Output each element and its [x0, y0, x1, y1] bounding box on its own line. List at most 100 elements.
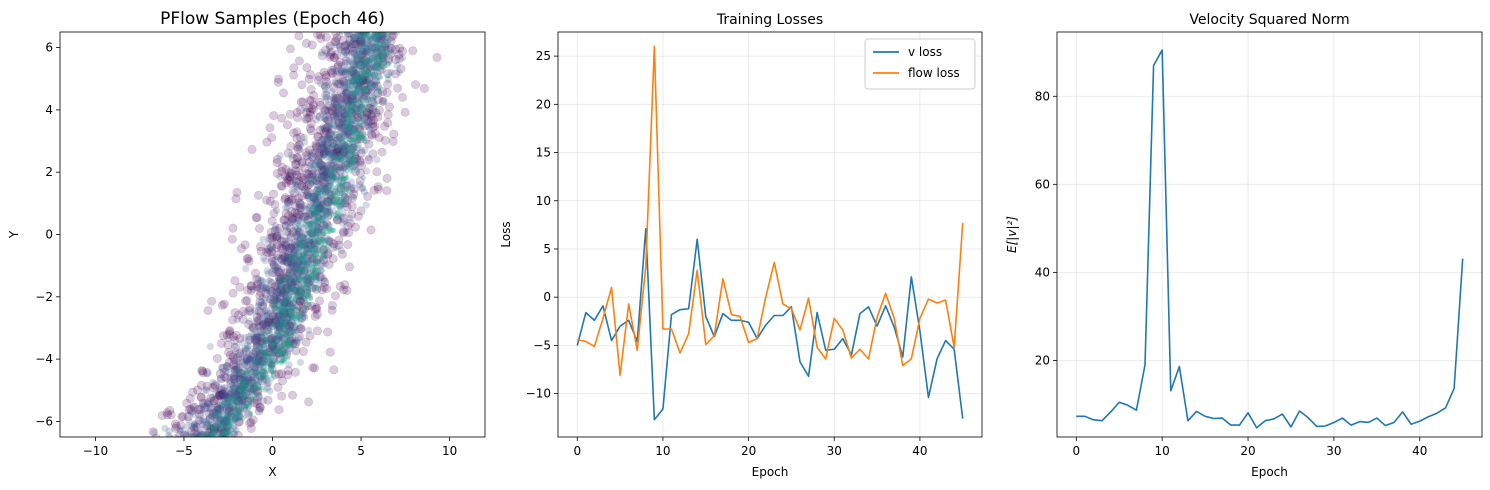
losses-ylabel: Loss	[499, 221, 513, 247]
sample-point	[259, 343, 266, 350]
sample-point	[330, 184, 337, 191]
sample-point	[321, 206, 328, 213]
sample-point	[242, 265, 250, 273]
sample-point	[336, 183, 346, 193]
sample-point	[330, 52, 340, 62]
sample-point	[211, 438, 217, 444]
sample-point	[331, 78, 339, 86]
sample-point	[265, 233, 275, 243]
sample-point	[358, 184, 367, 192]
sample-point	[383, 110, 393, 120]
x-tick-label: 20	[1240, 444, 1255, 458]
sample-point	[383, 118, 393, 128]
sample-point	[239, 403, 249, 413]
sample-point	[312, 143, 322, 153]
sample-point	[253, 385, 259, 391]
sample-point	[243, 253, 253, 263]
sample-point	[308, 163, 315, 170]
sample-point	[284, 321, 294, 331]
sample-point	[365, 70, 372, 77]
sample-point	[355, 37, 365, 47]
sample-point	[385, 32, 391, 38]
sample-point	[192, 441, 200, 449]
sample-point	[301, 38, 311, 48]
sample-point	[295, 296, 305, 306]
sample-point	[326, 213, 333, 220]
sample-point	[358, 47, 368, 57]
sample-point	[297, 80, 307, 90]
sample-point	[232, 407, 242, 417]
sample-point	[371, 94, 377, 100]
sample-point	[275, 322, 285, 332]
sample-point	[224, 347, 234, 357]
y-tick-label: 0	[543, 290, 551, 304]
sample-point	[264, 248, 274, 258]
sample-point	[264, 270, 272, 278]
sample-point	[272, 231, 282, 241]
sample-point	[367, 35, 374, 42]
sample-point	[277, 236, 287, 246]
losses-xlabel: Epoch	[752, 465, 789, 479]
sample-point	[357, 43, 364, 50]
sample-point	[341, 56, 351, 66]
sample-point	[351, 104, 361, 114]
sample-point	[202, 381, 212, 391]
y-tick-label: 4	[45, 103, 53, 117]
x-tick-label: 30	[827, 444, 842, 458]
sample-point	[247, 308, 255, 317]
sample-point	[286, 167, 295, 175]
sample-point	[321, 254, 327, 260]
sample-point	[370, 121, 380, 131]
sample-point	[335, 166, 345, 176]
sample-point	[307, 169, 317, 179]
sample-point	[329, 239, 339, 249]
sample-point	[372, 48, 382, 58]
sample-point	[355, 77, 365, 87]
sample-point	[328, 254, 338, 264]
sample-point	[198, 439, 205, 446]
sample-point	[320, 133, 328, 141]
sample-point	[269, 366, 275, 372]
sample-point	[252, 386, 262, 396]
sample-point	[333, 41, 341, 49]
sample-point	[289, 70, 299, 80]
sample-point	[281, 221, 291, 231]
sample-point	[322, 139, 332, 149]
sample-point	[306, 84, 316, 94]
sample-point	[245, 405, 252, 411]
sample-point	[255, 242, 265, 252]
sample-point	[305, 326, 313, 334]
sample-point	[338, 155, 345, 162]
sample-point	[265, 277, 273, 285]
sample-point	[196, 380, 206, 390]
sample-point	[383, 51, 390, 57]
sample-point	[366, 114, 374, 122]
sample-point	[398, 92, 408, 102]
sample-point	[238, 380, 245, 387]
sample-point	[366, 81, 376, 91]
sample-point	[321, 32, 331, 42]
sample-point	[332, 50, 342, 60]
sample-point	[340, 47, 348, 56]
sample-point	[319, 255, 329, 265]
scatter-title: PFlow Samples (Epoch 46)	[160, 9, 385, 29]
sample-point	[363, 57, 373, 67]
velocity-ticks: 0 10 20 30 40 20 40 60 80	[1035, 89, 1428, 458]
sample-point	[348, 65, 358, 75]
sample-point	[251, 392, 258, 399]
sample-point	[351, 103, 357, 109]
sample-point	[372, 101, 379, 107]
sample-point	[292, 276, 299, 283]
sample-point	[383, 45, 393, 55]
sample-point	[286, 318, 296, 328]
sample-point	[359, 118, 365, 124]
sample-point	[373, 182, 383, 192]
sample-point	[302, 63, 312, 73]
sample-point	[306, 119, 316, 129]
sample-point	[285, 336, 295, 346]
sample-point	[262, 325, 272, 335]
sample-point	[293, 281, 303, 291]
sample-point	[279, 215, 289, 225]
sample-point	[347, 201, 357, 211]
sample-point	[184, 422, 192, 430]
